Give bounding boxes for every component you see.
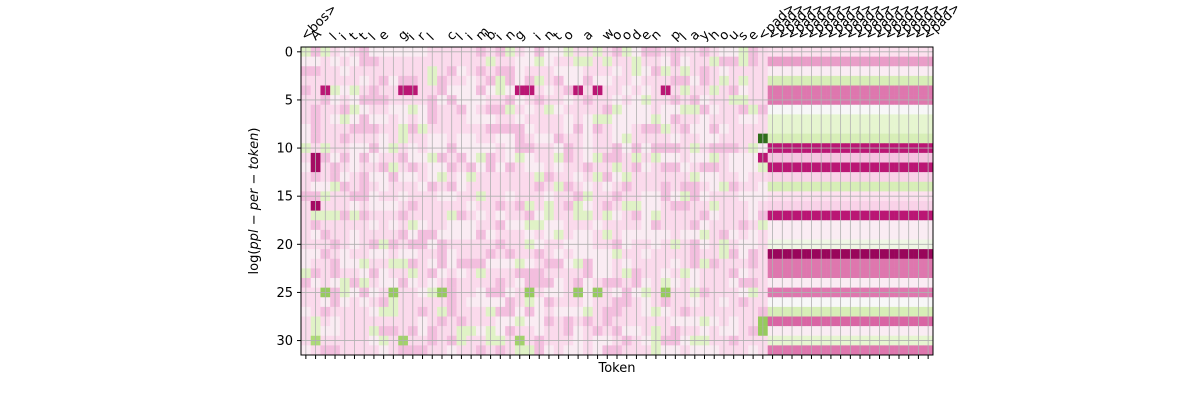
x-axis-label: Token: [598, 361, 636, 376]
y-tick-label: 20: [276, 238, 293, 253]
y-tick-label: 0: [285, 45, 293, 60]
y-tick-label: 30: [276, 334, 293, 349]
gridlines: [301, 47, 933, 355]
y-axis-ticks: 0 5 10 15 20 25 30: [276, 45, 301, 349]
x-tick-label: a: [580, 28, 596, 44]
y-tick-label: 5: [285, 93, 293, 108]
y-tick-label: 10: [276, 142, 293, 157]
y-tick-label: 25: [276, 286, 293, 301]
y-tick-label: 15: [276, 190, 293, 205]
y-axis-label: log(ppl − per − token): [247, 128, 262, 275]
